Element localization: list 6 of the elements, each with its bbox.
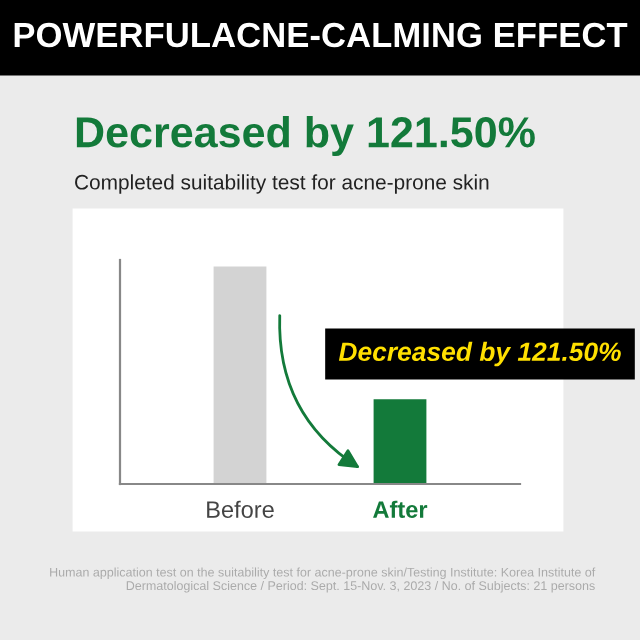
x-tick-label: Before bbox=[207, 500, 274, 519]
annotation: Decreased by 121.50% bbox=[338, 341, 621, 367]
x-tick-label: After bbox=[373, 500, 428, 519]
text: Completed suitability test for acne-prone skin bbox=[75, 174, 489, 194]
chart-title: POWERFULACNE-CALMING EFFECT bbox=[14, 22, 628, 48]
chart-subtitle: Decreased by 121.50% bbox=[76, 115, 535, 157]
